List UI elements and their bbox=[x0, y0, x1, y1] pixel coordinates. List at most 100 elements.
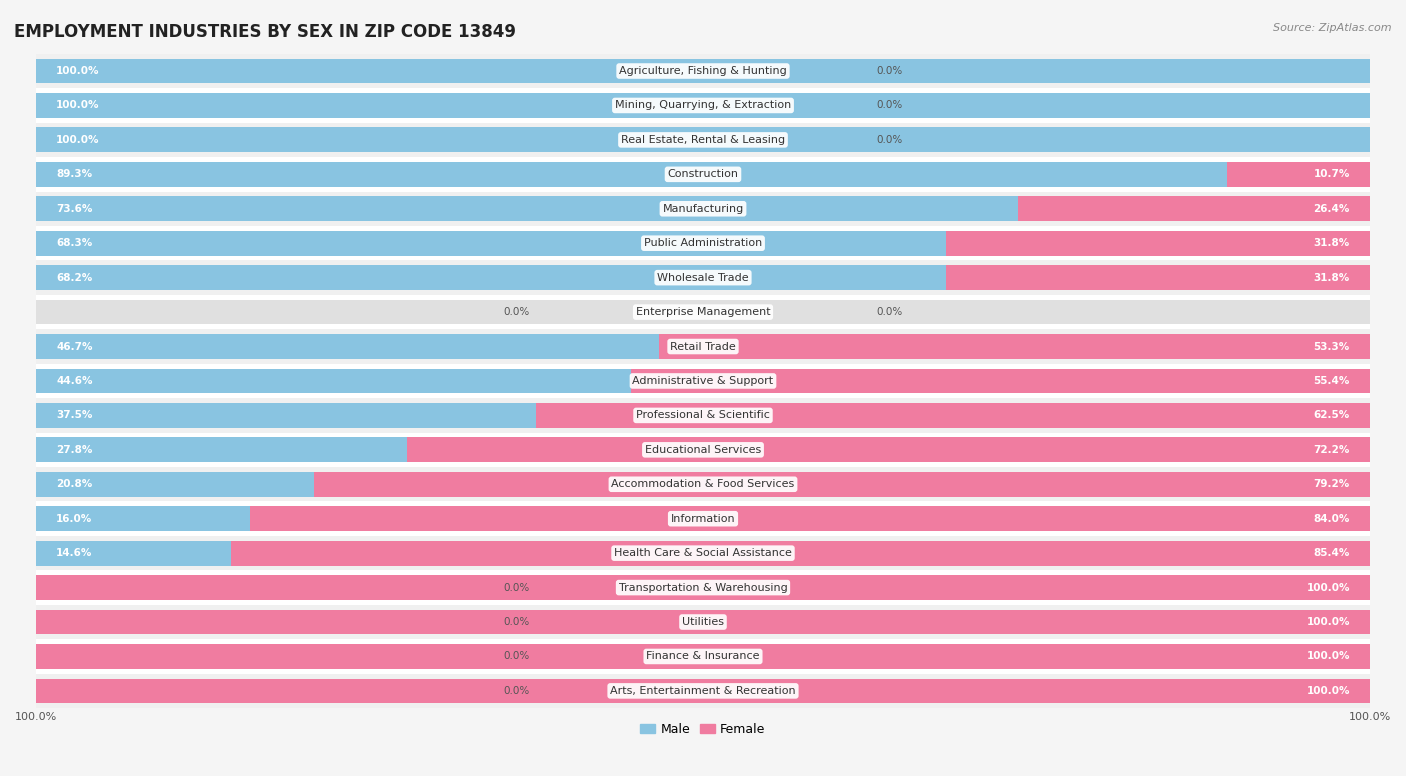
Text: 100.0%: 100.0% bbox=[1306, 617, 1350, 627]
Text: 0.0%: 0.0% bbox=[503, 686, 530, 696]
Text: 55.4%: 55.4% bbox=[1313, 376, 1350, 386]
Text: Source: ZipAtlas.com: Source: ZipAtlas.com bbox=[1274, 23, 1392, 33]
Bar bbox=[231, 541, 1369, 566]
Bar bbox=[37, 605, 1369, 639]
Bar bbox=[314, 472, 1369, 497]
Text: 0.0%: 0.0% bbox=[503, 617, 530, 627]
Text: Accommodation & Food Services: Accommodation & Food Services bbox=[612, 480, 794, 490]
Bar bbox=[37, 438, 1369, 462]
Bar bbox=[37, 127, 1369, 152]
Bar bbox=[37, 674, 1369, 708]
Bar bbox=[37, 334, 659, 359]
Bar bbox=[37, 369, 1369, 393]
Bar bbox=[37, 261, 1369, 295]
Legend: Male, Female: Male, Female bbox=[636, 718, 770, 741]
Bar bbox=[37, 438, 406, 462]
Bar bbox=[37, 93, 1369, 118]
Bar bbox=[37, 196, 1018, 221]
Text: Retail Trade: Retail Trade bbox=[671, 341, 735, 352]
Text: Administrative & Support: Administrative & Support bbox=[633, 376, 773, 386]
Text: 44.6%: 44.6% bbox=[56, 376, 93, 386]
Bar bbox=[37, 295, 1369, 329]
Text: 16.0%: 16.0% bbox=[56, 514, 93, 524]
Text: 31.8%: 31.8% bbox=[1313, 272, 1350, 282]
Text: Mining, Quarrying, & Extraction: Mining, Quarrying, & Extraction bbox=[614, 100, 792, 110]
Text: 46.7%: 46.7% bbox=[56, 341, 93, 352]
Text: 27.8%: 27.8% bbox=[56, 445, 93, 455]
Bar bbox=[37, 157, 1369, 192]
Bar bbox=[37, 334, 1369, 359]
Bar bbox=[37, 541, 231, 566]
Text: 68.2%: 68.2% bbox=[56, 272, 93, 282]
Bar bbox=[37, 575, 1369, 600]
Bar bbox=[37, 536, 1369, 570]
Bar bbox=[37, 300, 1369, 324]
Text: Enterprise Management: Enterprise Management bbox=[636, 307, 770, 317]
Bar bbox=[37, 88, 1369, 123]
Text: 100.0%: 100.0% bbox=[1306, 583, 1350, 593]
Bar bbox=[37, 364, 1369, 398]
Text: Information: Information bbox=[671, 514, 735, 524]
Text: 0.0%: 0.0% bbox=[876, 100, 903, 110]
Text: Wholesale Trade: Wholesale Trade bbox=[657, 272, 749, 282]
Bar bbox=[249, 506, 1369, 531]
Text: Public Administration: Public Administration bbox=[644, 238, 762, 248]
Text: 100.0%: 100.0% bbox=[1306, 652, 1350, 661]
Text: 68.3%: 68.3% bbox=[56, 238, 93, 248]
Text: Utilities: Utilities bbox=[682, 617, 724, 627]
Bar bbox=[37, 162, 1369, 187]
Bar bbox=[37, 644, 1369, 669]
Bar bbox=[1227, 162, 1369, 187]
Bar bbox=[946, 265, 1369, 290]
Bar bbox=[37, 610, 1369, 635]
Bar bbox=[37, 329, 1369, 364]
Text: 85.4%: 85.4% bbox=[1313, 548, 1350, 558]
Bar bbox=[37, 196, 1369, 221]
Bar bbox=[37, 230, 948, 255]
Text: 0.0%: 0.0% bbox=[876, 66, 903, 76]
Text: Construction: Construction bbox=[668, 169, 738, 179]
Bar bbox=[37, 501, 1369, 536]
Bar bbox=[37, 123, 1369, 157]
Text: Real Estate, Rental & Leasing: Real Estate, Rental & Leasing bbox=[621, 135, 785, 145]
Bar bbox=[37, 610, 1369, 635]
Text: Agriculture, Fishing & Hunting: Agriculture, Fishing & Hunting bbox=[619, 66, 787, 76]
Text: Manufacturing: Manufacturing bbox=[662, 204, 744, 213]
Bar bbox=[37, 403, 536, 428]
Text: Professional & Scientific: Professional & Scientific bbox=[636, 411, 770, 421]
Text: 0.0%: 0.0% bbox=[503, 307, 530, 317]
Text: Educational Services: Educational Services bbox=[645, 445, 761, 455]
Text: Transportation & Warehousing: Transportation & Warehousing bbox=[619, 583, 787, 593]
Text: Arts, Entertainment & Recreation: Arts, Entertainment & Recreation bbox=[610, 686, 796, 696]
Text: 0.0%: 0.0% bbox=[876, 307, 903, 317]
Text: 31.8%: 31.8% bbox=[1313, 238, 1350, 248]
Bar bbox=[37, 265, 946, 290]
Bar bbox=[37, 575, 1369, 600]
Text: 84.0%: 84.0% bbox=[1313, 514, 1350, 524]
Text: Finance & Insurance: Finance & Insurance bbox=[647, 652, 759, 661]
Text: 14.6%: 14.6% bbox=[56, 548, 93, 558]
Text: 79.2%: 79.2% bbox=[1313, 480, 1350, 490]
Text: 100.0%: 100.0% bbox=[56, 135, 100, 145]
Bar bbox=[37, 226, 1369, 261]
Text: 100.0%: 100.0% bbox=[1306, 686, 1350, 696]
Bar bbox=[37, 192, 1369, 226]
Bar bbox=[37, 644, 1369, 669]
Bar bbox=[37, 472, 314, 497]
Bar bbox=[37, 59, 1369, 83]
Bar bbox=[37, 369, 631, 393]
Text: 37.5%: 37.5% bbox=[56, 411, 93, 421]
Text: 100.0%: 100.0% bbox=[56, 100, 100, 110]
Bar bbox=[37, 639, 1369, 674]
Text: 89.3%: 89.3% bbox=[56, 169, 93, 179]
Bar bbox=[37, 506, 1369, 531]
Text: EMPLOYMENT INDUSTRIES BY SEX IN ZIP CODE 13849: EMPLOYMENT INDUSTRIES BY SEX IN ZIP CODE… bbox=[14, 23, 516, 41]
Text: 0.0%: 0.0% bbox=[503, 583, 530, 593]
Bar bbox=[37, 506, 249, 531]
Text: Health Care & Social Assistance: Health Care & Social Assistance bbox=[614, 548, 792, 558]
Bar bbox=[37, 93, 1369, 118]
Bar bbox=[37, 230, 1369, 255]
Text: 72.2%: 72.2% bbox=[1313, 445, 1350, 455]
Text: 20.8%: 20.8% bbox=[56, 480, 93, 490]
Text: 0.0%: 0.0% bbox=[876, 135, 903, 145]
